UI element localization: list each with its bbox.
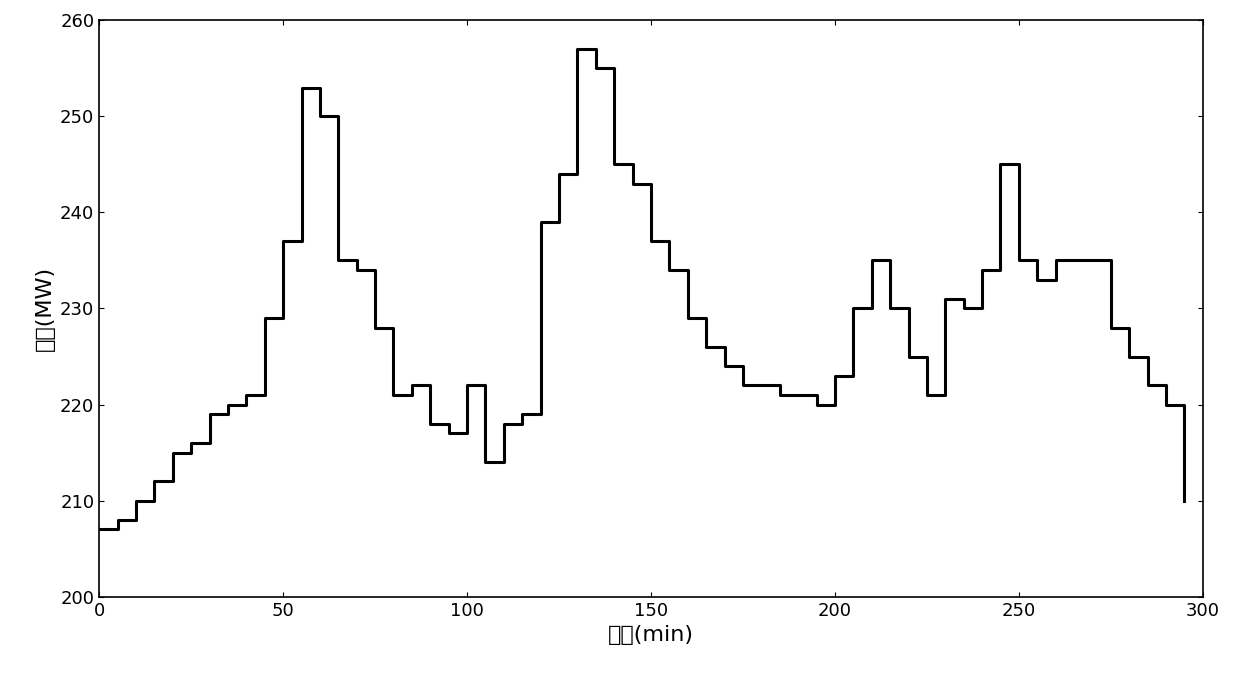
X-axis label: 时间(min): 时间(min) bbox=[608, 625, 694, 645]
Y-axis label: 功率(MW): 功率(MW) bbox=[35, 266, 55, 351]
